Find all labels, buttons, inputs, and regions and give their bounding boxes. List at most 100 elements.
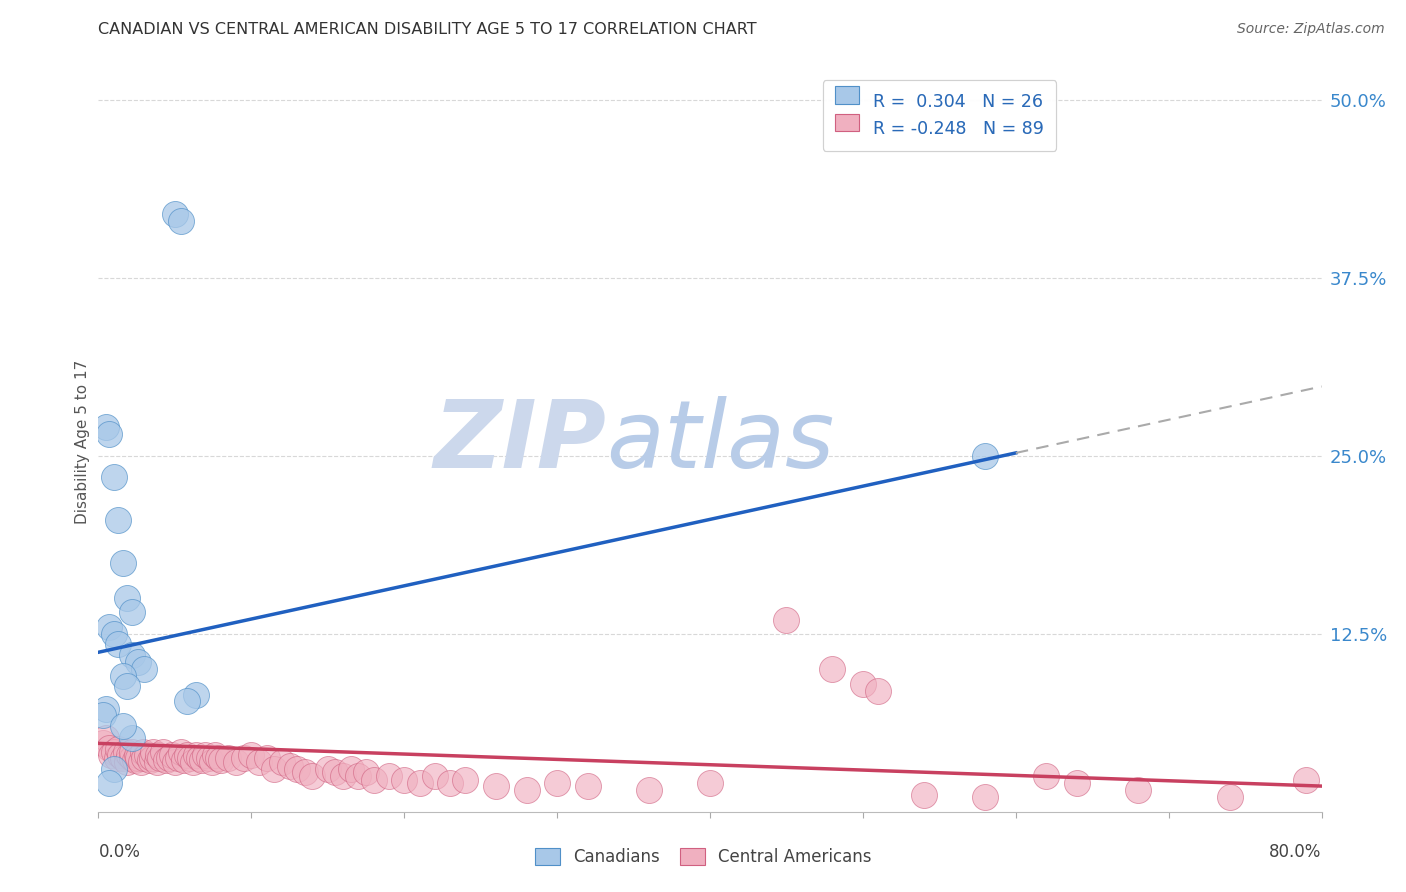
Point: [821, 662, 844, 676]
Point: [91, 736, 114, 750]
Point: [294, 764, 316, 779]
Point: [485, 779, 508, 793]
Y-axis label: Disability Age 5 to 17: Disability Age 5 to 17: [75, 359, 90, 524]
Point: [912, 788, 935, 802]
Point: [204, 747, 226, 762]
Point: [98, 427, 121, 442]
Point: [121, 648, 143, 662]
Point: [170, 745, 193, 759]
Point: [408, 776, 430, 790]
Point: [121, 731, 143, 745]
Point: [160, 747, 183, 762]
Point: [100, 747, 122, 762]
Point: [94, 731, 117, 745]
Point: [111, 750, 134, 764]
Legend: R =  0.304   N = 26, R = -0.248   N = 89: R = 0.304 N = 26, R = -0.248 N = 89: [823, 80, 1056, 151]
Point: [852, 676, 875, 690]
Point: [134, 662, 156, 676]
Point: [209, 754, 232, 768]
Text: Source: ZipAtlas.com: Source: ZipAtlas.com: [1237, 22, 1385, 37]
Point: [163, 207, 186, 221]
Point: [103, 745, 125, 759]
Point: [186, 688, 208, 702]
Point: [117, 591, 139, 606]
Point: [103, 470, 125, 484]
Text: CANADIAN VS CENTRAL AMERICAN DISABILITY AGE 5 TO 17 CORRELATION CHART: CANADIAN VS CENTRAL AMERICAN DISABILITY …: [98, 22, 756, 37]
Point: [91, 707, 114, 722]
Point: [107, 637, 129, 651]
Point: [325, 764, 347, 779]
Point: [332, 769, 354, 783]
Point: [105, 750, 128, 764]
Point: [188, 750, 211, 764]
Point: [278, 759, 301, 773]
Point: [145, 755, 167, 769]
Point: [546, 776, 568, 790]
Point: [167, 750, 190, 764]
Point: [868, 683, 890, 698]
Point: [94, 702, 117, 716]
Point: [163, 755, 186, 769]
Point: [197, 750, 219, 764]
Text: 80.0%: 80.0%: [1270, 843, 1322, 861]
Point: [194, 747, 217, 762]
Point: [775, 613, 797, 627]
Point: [1066, 776, 1088, 790]
Point: [200, 755, 222, 769]
Point: [301, 769, 323, 783]
Point: [263, 762, 285, 776]
Point: [111, 669, 134, 683]
Point: [363, 773, 385, 788]
Text: 0.0%: 0.0%: [98, 843, 141, 861]
Point: [256, 750, 278, 764]
Point: [176, 747, 198, 762]
Point: [98, 740, 121, 755]
Point: [125, 747, 148, 762]
Point: [191, 754, 214, 768]
Point: [149, 750, 172, 764]
Point: [1219, 790, 1241, 805]
Point: [207, 750, 229, 764]
Point: [141, 750, 163, 764]
Point: [98, 776, 121, 790]
Point: [637, 783, 661, 797]
Point: [347, 769, 370, 783]
Point: [117, 755, 139, 769]
Point: [127, 750, 149, 764]
Point: [1128, 783, 1150, 797]
Point: [111, 556, 134, 570]
Point: [1035, 769, 1057, 783]
Point: [136, 747, 159, 762]
Point: [240, 747, 263, 762]
Point: [247, 755, 270, 769]
Point: [339, 762, 361, 776]
Legend: Canadians, Central Americans: Canadians, Central Americans: [526, 840, 880, 875]
Point: [121, 745, 143, 759]
Point: [576, 779, 599, 793]
Text: ZIP: ZIP: [433, 395, 606, 488]
Point: [176, 694, 198, 708]
Point: [146, 747, 169, 762]
Point: [699, 776, 721, 790]
Point: [118, 747, 141, 762]
Point: [108, 747, 131, 762]
Point: [103, 762, 125, 776]
Point: [111, 719, 134, 733]
Point: [107, 742, 129, 756]
Point: [439, 776, 461, 790]
Point: [316, 762, 339, 776]
Point: [152, 745, 174, 759]
Point: [354, 764, 377, 779]
Point: [142, 745, 165, 759]
Point: [157, 750, 180, 764]
Point: [378, 769, 401, 783]
Point: [974, 790, 997, 805]
Point: [516, 783, 538, 797]
Point: [179, 750, 201, 764]
Point: [98, 619, 121, 633]
Point: [181, 755, 204, 769]
Point: [186, 747, 208, 762]
Point: [173, 754, 195, 768]
Point: [392, 773, 416, 788]
Point: [170, 214, 193, 228]
